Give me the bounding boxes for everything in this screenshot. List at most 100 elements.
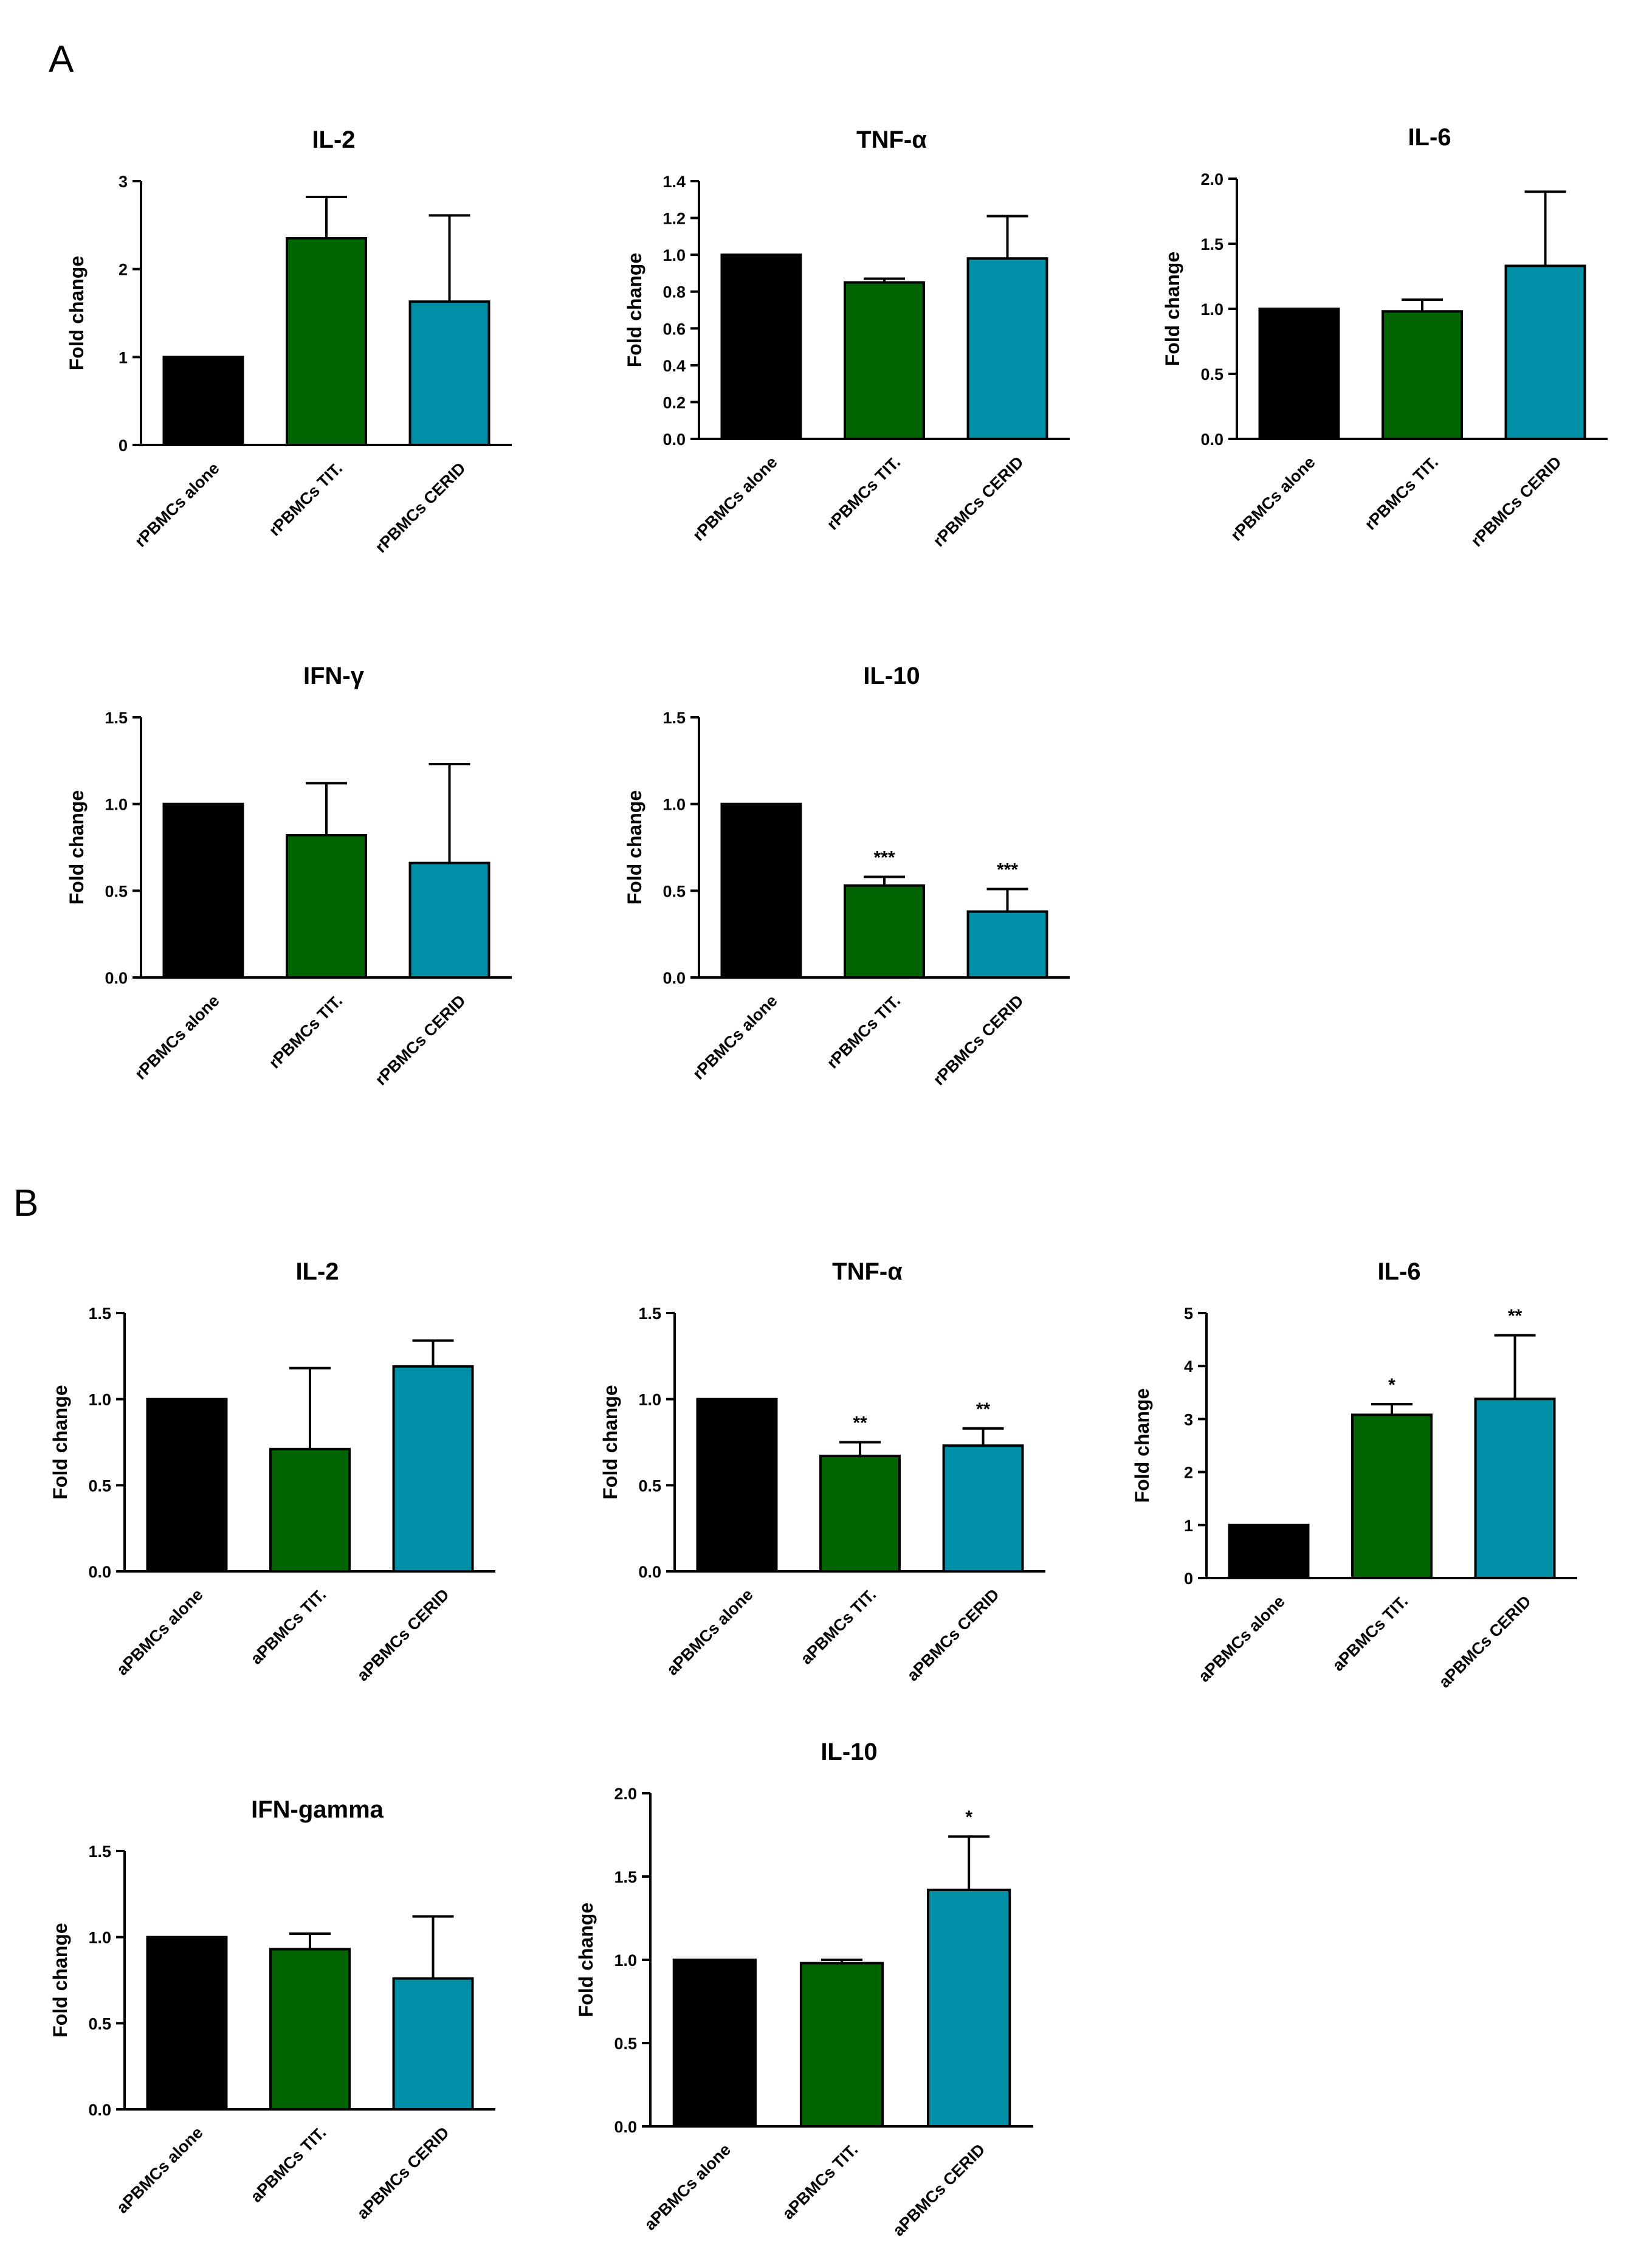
y-tick-label: 0.8	[662, 283, 686, 302]
y-tick-label: 1.2	[662, 210, 686, 228]
category-label-alone: rPBMCs alone	[131, 459, 223, 551]
bar-cerid	[1504, 264, 1586, 440]
bar-cerid	[408, 861, 490, 979]
y-axis-label: Fold change	[49, 1923, 71, 2037]
category-label-cerid: aPBMCs CERID	[903, 1585, 1002, 1684]
category-label-alone: rPBMCs alone	[1227, 453, 1319, 545]
chart-4: IFN-γ Fold change 0.0 0.5 1.0 1.5 rPBMCs alone…	[66, 663, 512, 1089]
y-tick-label: 0.0	[88, 1563, 111, 1581]
y-tick-label: 1.5	[88, 1305, 111, 1323]
significance-tit: ***	[873, 848, 895, 868]
category-label-cerid: rPBMCs CERID	[372, 991, 469, 1089]
y-tick-label: 1.5	[614, 1868, 637, 1886]
category-label-alone: rPBMCs alone	[131, 991, 223, 1083]
bar-cerid	[966, 257, 1048, 440]
bar-cerid	[392, 1365, 474, 1573]
bar-cerid	[392, 1977, 474, 2111]
category-label-cerid: rPBMCs CERID	[930, 991, 1027, 1089]
bar-alone	[162, 802, 244, 979]
y-tick-label: 0	[119, 436, 128, 455]
y-tick-label: 0.0	[105, 969, 128, 987]
chart-title: IL-6	[1408, 124, 1451, 151]
category-label-tit: aPBMCs TIT.	[247, 2123, 329, 2206]
y-tick-label: 2.0	[1200, 170, 1223, 188]
y-axis-label: Fold change	[1161, 252, 1183, 366]
category-label-alone: aPBMCs alone	[663, 1585, 757, 1679]
y-tick-label: 0.5	[88, 1477, 111, 1495]
bar-tit	[844, 281, 925, 440]
chart-title: IFN-γ	[303, 663, 365, 689]
charts-container: IL-2 Fold change 0 1 2 3 rPBMCs alone rPBMCs TI…	[49, 124, 1608, 2239]
category-label-cerid: aPBMCs CERID	[353, 2123, 452, 2222]
y-axis-label: Fold change	[66, 256, 88, 370]
y-tick-label: 1	[1184, 1517, 1193, 1535]
category-label-alone: aPBMCs alone	[113, 1585, 207, 1679]
bar-cerid	[1474, 1398, 1556, 1579]
bar-cerid	[942, 1444, 1024, 1573]
y-tick-label: 2	[119, 261, 128, 279]
category-label-tit: rPBMCs TIT.	[1361, 453, 1442, 534]
y-tick-label: 0.0	[662, 969, 686, 987]
y-axis-label: Fold change	[49, 1385, 71, 1499]
bar-alone	[146, 1398, 228, 1573]
significance-tit: **	[853, 1413, 867, 1433]
y-tick-label: 1.5	[1200, 235, 1223, 253]
y-tick-label: 0.4	[662, 357, 686, 375]
panel-label-a: A	[49, 38, 74, 80]
panel-label-b: B	[13, 1182, 38, 1224]
chart-1: IL-2 Fold change 0 1 2 3 rPBMCs alone rPBMCs TI…	[66, 126, 512, 556]
y-tick-label: 0.5	[88, 2015, 111, 2033]
bar-alone	[720, 253, 802, 440]
y-axis-label: Fold change	[1131, 1388, 1153, 1503]
bar-tit	[1351, 1413, 1433, 1580]
y-axis-label: Fold change	[599, 1385, 621, 1499]
y-tick-label: 0.5	[614, 2035, 637, 2053]
category-label-cerid: aPBMCs CERID	[889, 2140, 988, 2239]
y-axis-label: Fold change	[624, 790, 645, 905]
significance-cerid: **	[976, 1399, 991, 1419]
y-tick-label: 0.0	[662, 430, 686, 449]
chart-8: IL-6 Fold change 0 1 2 3 4 5 aPBMCs alone * aPBMCs…	[1131, 1258, 1577, 1691]
chart-title: IL-10	[821, 1739, 877, 1765]
significance-tit: *	[1388, 1375, 1395, 1395]
chart-9: IFN-gamma Fold change 0.0 0.5 1.0 1.5 aPBMCs a…	[49, 1796, 495, 2222]
y-axis-label: Fold change	[66, 790, 88, 905]
y-tick-label: 1.0	[88, 1929, 111, 1947]
y-tick-label: 1	[119, 348, 128, 367]
chart-3: IL-6 Fold change 0.0 0.5 1.0 1.5 2.0 rPBMCs alo…	[1161, 124, 1608, 550]
category-label-cerid: rPBMCs CERID	[930, 453, 1027, 550]
y-tick-label: 0.5	[638, 1477, 661, 1495]
y-tick-label: 1.0	[88, 1391, 111, 1409]
y-tick-label: 4	[1184, 1357, 1193, 1376]
y-tick-label: 1.0	[1200, 300, 1223, 319]
category-label-cerid: aPBMCs CERID	[1435, 1592, 1534, 1691]
y-tick-label: 1.5	[662, 709, 686, 727]
y-tick-label: 0.6	[662, 320, 686, 338]
category-label-tit: aPBMCs TIT.	[1329, 1592, 1411, 1675]
chart-title: IFN-gamma	[251, 1796, 384, 1823]
y-tick-label: 1.0	[614, 1951, 637, 1970]
bar-tit	[844, 884, 925, 979]
bar-tit	[799, 1962, 884, 2128]
bar-alone	[1258, 308, 1340, 440]
chart-title: IL-6	[1377, 1258, 1420, 1285]
bar-cerid	[966, 910, 1048, 979]
bar-cerid	[408, 300, 490, 446]
y-axis-label: Fold change	[575, 1903, 597, 2017]
bar-tit	[269, 1948, 351, 2111]
chart-title: IL-2	[295, 1258, 339, 1285]
bar-tit	[269, 1447, 351, 1573]
bar-alone	[162, 356, 244, 446]
category-label-tit: rPBMCs TIT.	[266, 991, 346, 1072]
category-label-alone: rPBMCs alone	[689, 453, 781, 545]
y-tick-label: 1.5	[638, 1305, 661, 1323]
bar-tit	[286, 834, 367, 979]
bar-alone	[696, 1398, 778, 1573]
chart-title: TNF-α	[856, 126, 927, 153]
category-label-tit: aPBMCs TIT.	[779, 2140, 861, 2223]
category-label-cerid: rPBMCs CERID	[1468, 453, 1565, 550]
y-tick-label: 1.0	[638, 1391, 661, 1409]
y-tick-label: 0	[1184, 1570, 1193, 1588]
y-tick-label: 1.5	[105, 709, 128, 727]
